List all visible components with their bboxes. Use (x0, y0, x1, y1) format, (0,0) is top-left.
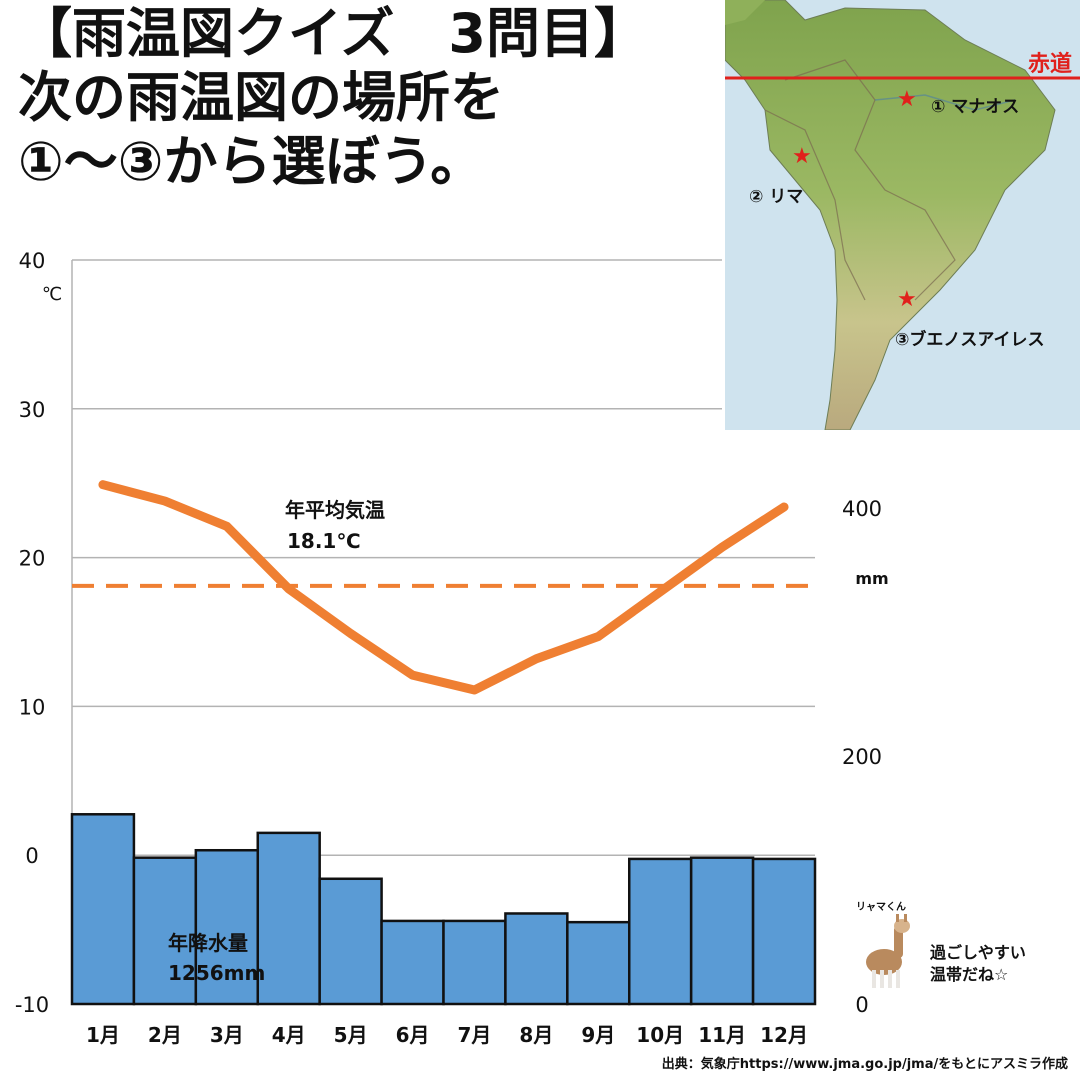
star-icon: ★ (897, 87, 917, 112)
precipitation-bar (70, 813, 136, 1006)
month-label: 8月 (519, 1023, 553, 1047)
title-line-1: 【雨温図クイズ 3問目】 (18, 2, 648, 65)
title-line-2: 次の雨温図の場所を (18, 66, 504, 129)
left-tick-label: 30 (19, 398, 46, 422)
source-credit: 出典：気象庁https://www.jma.go.jp/jma/をもとにアスミラ… (661, 1057, 1068, 1072)
month-label: 11月 (698, 1023, 746, 1047)
annual-precip-label: 年降水量 (168, 931, 248, 955)
left-axis-unit: ℃ (42, 284, 62, 305)
map-image (725, 0, 1080, 430)
month-label: 3月 (210, 1023, 244, 1047)
precipitation-bar (380, 919, 445, 1006)
border-lines-2 (764, 109, 866, 301)
left-tick-label: 40 (19, 249, 46, 273)
continent-shape (725, 0, 1056, 430)
temperature-line (98, 480, 789, 695)
place-label-manaus: ① マナオス (931, 97, 1020, 117)
quiz-title: 【雨温図クイズ 3問目】 次の雨温図の場所を ①～③から選ぼう。 (18, 2, 648, 194)
month-label: 7月 (457, 1023, 491, 1047)
left-tick-label: 20 (19, 547, 46, 571)
annual-precip-value: 1256mm (168, 961, 265, 985)
equator-label: 赤道 (1027, 52, 1072, 77)
south-america-map: 赤道 ★ ① マナオス ★ ② リマ ★ ③ブエノスアイレス (725, 0, 1080, 430)
star-icon: ★ (897, 287, 917, 312)
land-shape-north (725, 0, 765, 25)
precipitation-bar (504, 912, 569, 1006)
border-lines (784, 59, 956, 301)
right-tick-label: 200 (842, 745, 882, 769)
precipitation-bar (256, 831, 321, 1006)
month-label: 2月 (148, 1023, 182, 1047)
month-label: 9月 (581, 1023, 615, 1047)
llama-mascot-icon (866, 914, 910, 988)
precipitation-bar (318, 877, 383, 1006)
speech-line-2: 温帯だね☆ (930, 965, 1009, 984)
precipitation-bar (194, 848, 259, 1006)
right-axis-unit: mm (855, 569, 888, 588)
month-label: 12月 (760, 1023, 808, 1047)
river-line (874, 94, 1016, 111)
right-tick-label: 400 (842, 497, 882, 521)
left-tick-label: 10 (19, 695, 46, 719)
mascot-speech: 過ごしやすい 温帯だね☆ (930, 942, 1026, 986)
precipitation-bar (566, 920, 631, 1006)
month-label: 6月 (396, 1023, 430, 1047)
mascot-name: リャマくん (856, 902, 906, 913)
mean-temp-value: 18.1℃ (287, 529, 361, 553)
month-label: 4月 (272, 1023, 306, 1047)
title-line-3: ①～③から選ぼう。 (18, 130, 485, 193)
month-label: 1月 (86, 1023, 120, 1047)
month-label: 10月 (636, 1023, 684, 1047)
precipitation-bar (132, 856, 198, 1006)
star-icon: ★ (792, 144, 812, 169)
precipitation-bar (751, 857, 817, 1006)
precipitation-bar (442, 919, 507, 1006)
right-tick-label: 0 (855, 993, 868, 1017)
left-tick-label: 0 (25, 844, 38, 868)
speech-line-1: 過ごしやすい (930, 943, 1026, 962)
left-tick-label: -10 (15, 993, 49, 1017)
place-label-buenos-aires: ③ブエノスアイレス (895, 330, 1045, 350)
month-label: 5月 (334, 1023, 368, 1047)
place-label-lima: ② リマ (749, 187, 804, 207)
precipitation-bar (689, 856, 755, 1006)
precipitation-bar (628, 857, 693, 1006)
mean-temp-label: 年平均気温 (285, 498, 385, 522)
